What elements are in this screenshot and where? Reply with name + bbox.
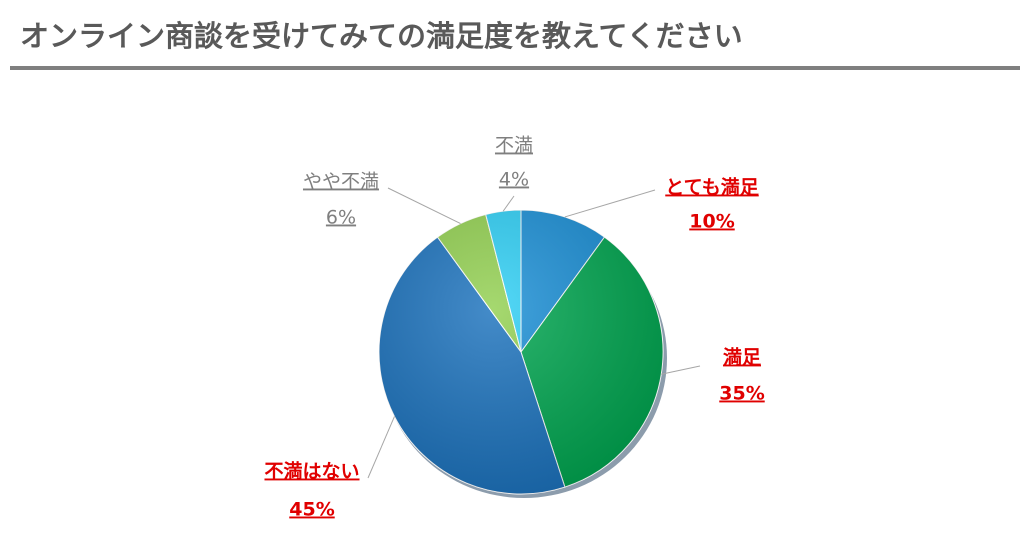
leader-line bbox=[367, 416, 395, 479]
pie bbox=[378, 209, 664, 495]
value-label: 6% bbox=[326, 207, 356, 229]
value-label: 35% bbox=[719, 383, 764, 405]
leader-line bbox=[661, 365, 701, 375]
category-label: やや不満 bbox=[303, 171, 379, 193]
chart-title: オンライン商談を受けてみての満足度を教えてください bbox=[20, 19, 743, 53]
leader-line bbox=[564, 189, 656, 218]
value-label: 4% bbox=[499, 169, 529, 191]
value-label: 45% bbox=[289, 499, 334, 521]
category-label: 不満 bbox=[495, 135, 533, 157]
leader-line bbox=[387, 187, 461, 224]
category-label: 不満はない bbox=[264, 461, 359, 483]
value-label: 10% bbox=[689, 211, 734, 233]
category-label: とても満足 bbox=[665, 177, 759, 199]
leader-line bbox=[502, 195, 515, 212]
category-label: 満足 bbox=[723, 347, 762, 369]
